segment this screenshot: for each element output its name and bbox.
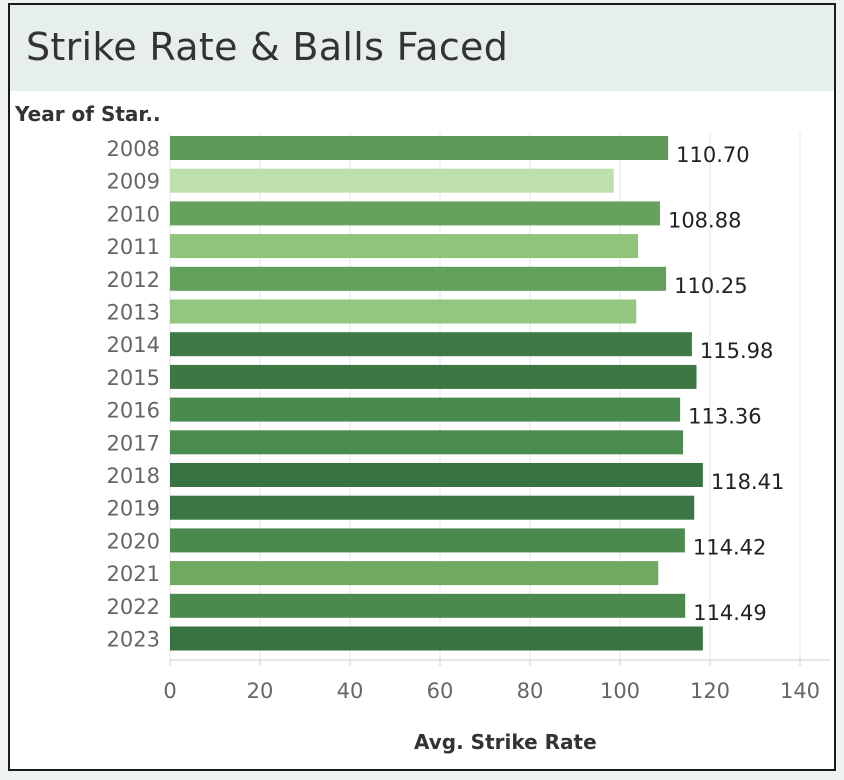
- y-category-label: 2014: [107, 333, 160, 357]
- y-category-label: 2023: [107, 628, 160, 652]
- bar-2023[interactable]: [170, 626, 703, 651]
- x-tick-label: 80: [517, 679, 544, 703]
- y-category-label: 2021: [107, 562, 160, 586]
- bar-2015[interactable]: [170, 364, 697, 389]
- bar-2021[interactable]: [170, 561, 659, 586]
- bar-2016[interactable]: [170, 397, 681, 422]
- chart-title: Strike Rate & Balls Faced: [26, 25, 509, 69]
- y-category-label: 2019: [107, 497, 160, 521]
- data-label-2008: 110.70: [676, 143, 749, 167]
- bar-2011[interactable]: [170, 234, 638, 259]
- y-category-label: 2008: [107, 137, 160, 161]
- data-label-2022: 114.49: [693, 601, 766, 625]
- bar-2022[interactable]: [170, 593, 686, 618]
- chart-frame: Strike Rate & Balls Faced Year of Star..…: [8, 3, 836, 771]
- bar-2014[interactable]: [170, 332, 692, 357]
- bar-2008[interactable]: [170, 136, 669, 160]
- x-axis-title: Avg. Strike Rate: [414, 730, 597, 754]
- y-category-label: 2012: [107, 268, 160, 292]
- y-category-label: 2010: [107, 202, 160, 226]
- y-category-label: 2011: [107, 235, 160, 259]
- data-label-2012: 110.25: [674, 274, 747, 298]
- data-label-2018: 118.41: [711, 470, 784, 494]
- y-category-label: 2016: [107, 399, 160, 423]
- title-bar: Strike Rate & Balls Faced: [10, 5, 834, 91]
- x-tick-label: 140: [780, 679, 820, 703]
- bar-2010[interactable]: [170, 201, 660, 226]
- bar-2017[interactable]: [170, 430, 683, 455]
- bar-2009[interactable]: [170, 168, 614, 193]
- x-tick-label: 0: [163, 679, 176, 703]
- bar-2012[interactable]: [170, 266, 667, 291]
- x-tick-label: 120: [690, 679, 730, 703]
- data-label-2016: 113.36: [688, 405, 761, 429]
- x-tick-label: 100: [600, 679, 640, 703]
- bar-2019[interactable]: [170, 495, 695, 520]
- y-category-label: 2017: [107, 431, 160, 455]
- data-label-2020: 114.42: [693, 535, 766, 559]
- bar-2018[interactable]: [170, 463, 703, 487]
- y-category-label: 2020: [107, 529, 160, 553]
- y-category-label: 2009: [107, 170, 160, 194]
- data-label-2014: 115.98: [700, 339, 773, 363]
- bar-2013[interactable]: [170, 299, 637, 324]
- bar-2020[interactable]: [170, 528, 685, 553]
- x-tick-label: 40: [337, 679, 364, 703]
- y-category-label: 2022: [107, 595, 160, 619]
- x-tick-label: 20: [247, 679, 274, 703]
- y-category-label: 2018: [107, 464, 160, 488]
- y-category-label: 2015: [107, 366, 160, 390]
- y-category-header: Year of Star..: [15, 102, 161, 126]
- bar-chart: 0 20 40 60 80 100 120 140 2008 110.70 2009 2010 108.…: [107, 133, 830, 703]
- data-label-2010: 108.88: [668, 208, 741, 232]
- y-category-label: 2013: [107, 301, 160, 325]
- x-tick-label: 60: [427, 679, 454, 703]
